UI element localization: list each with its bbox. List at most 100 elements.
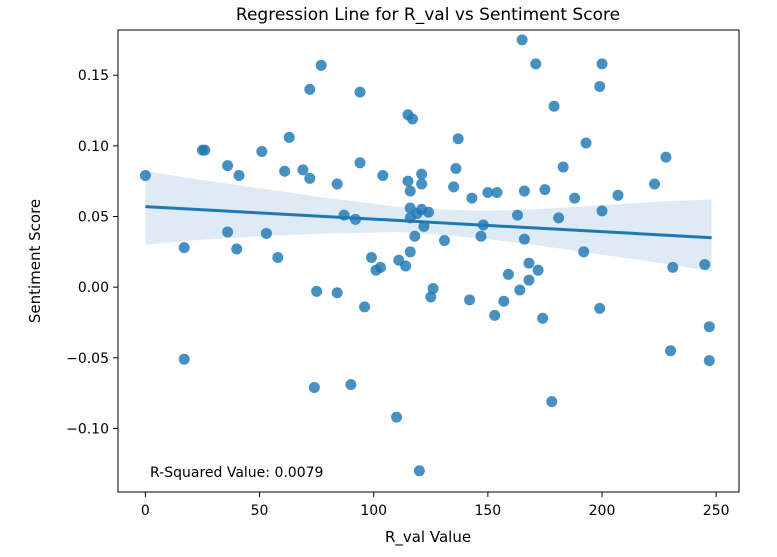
data-point	[578, 246, 590, 258]
data-point	[649, 178, 661, 190]
data-point	[703, 355, 715, 367]
data-point	[297, 164, 309, 176]
x-tick-label: 100	[360, 503, 387, 519]
data-point	[539, 184, 551, 196]
data-point	[331, 287, 343, 299]
data-point	[416, 168, 428, 180]
data-point	[222, 226, 234, 238]
x-axis-ticks: 0 50 100 150 200 250	[141, 492, 730, 519]
data-point	[409, 230, 421, 242]
data-point	[283, 131, 295, 143]
data-point	[404, 246, 416, 258]
data-point	[516, 34, 528, 46]
data-point	[489, 309, 501, 321]
scatter-points-layer	[139, 34, 715, 477]
y-axis-label: Sentiment Score	[26, 199, 44, 323]
data-point	[553, 212, 565, 224]
x-tick-label: 50	[251, 503, 269, 519]
data-point	[594, 302, 606, 314]
data-point	[518, 233, 530, 245]
data-point	[404, 185, 416, 197]
y-axis-ticks: −0.10 −0.05 0.00 0.05 0.10 0.15	[66, 68, 118, 437]
data-point	[308, 381, 320, 393]
data-point	[304, 172, 316, 184]
data-point	[331, 178, 343, 190]
data-point	[178, 242, 190, 254]
data-point	[537, 312, 549, 324]
data-point	[413, 465, 425, 477]
data-point	[532, 264, 544, 276]
data-point	[448, 181, 460, 193]
data-point	[402, 175, 414, 187]
data-point	[418, 220, 430, 232]
data-point	[548, 100, 560, 112]
data-point	[660, 151, 672, 163]
data-point	[512, 209, 524, 221]
data-point	[667, 261, 679, 273]
data-point	[580, 137, 592, 149]
y-tick-label: 0.10	[78, 139, 109, 155]
data-point	[438, 235, 450, 247]
chart-title: Regression Line for R_val vs Sentiment S…	[236, 5, 620, 25]
data-point	[391, 411, 403, 423]
data-point	[423, 206, 434, 218]
data-point	[498, 295, 510, 307]
data-point	[178, 353, 190, 365]
data-point	[315, 59, 327, 71]
data-point	[502, 268, 514, 280]
data-point	[279, 165, 291, 177]
data-point	[233, 170, 245, 182]
data-point	[523, 257, 535, 269]
data-point	[491, 186, 503, 198]
data-point	[596, 205, 608, 217]
data-point	[466, 192, 478, 204]
data-point	[557, 161, 569, 173]
data-point	[345, 379, 357, 391]
data-point	[222, 160, 234, 172]
data-point	[665, 345, 677, 357]
data-point	[416, 178, 428, 190]
data-point	[354, 86, 366, 98]
data-point	[354, 157, 366, 169]
x-tick-label: 0	[141, 503, 150, 519]
r-squared-annotation: R-Squared Value: 0.0079	[150, 465, 323, 481]
data-point	[569, 192, 581, 204]
data-point	[523, 274, 535, 286]
data-point	[518, 185, 530, 197]
data-point	[530, 58, 542, 70]
data-point	[365, 251, 377, 263]
x-tick-label: 200	[589, 503, 616, 519]
data-point	[427, 283, 439, 295]
data-point	[594, 81, 606, 93]
y-tick-label: 0.00	[78, 280, 109, 296]
data-point	[256, 146, 268, 157]
data-point	[450, 162, 462, 174]
data-point	[231, 243, 243, 255]
y-tick-label: −0.05	[66, 351, 109, 367]
data-point	[452, 133, 464, 145]
data-point	[304, 83, 316, 95]
data-point	[546, 396, 558, 408]
regression-line-layer	[145, 205, 712, 240]
data-point	[425, 291, 437, 303]
x-axis-label: R_val Value	[385, 528, 471, 547]
data-point	[612, 189, 624, 201]
data-point	[407, 113, 419, 125]
data-point	[377, 170, 389, 182]
regression-line	[145, 205, 712, 240]
data-point	[199, 144, 211, 156]
data-point	[272, 251, 284, 263]
data-point	[139, 170, 151, 182]
plot-frame	[117, 29, 740, 493]
data-point	[400, 260, 412, 272]
data-point	[596, 58, 608, 70]
data-point	[514, 284, 526, 296]
x-tick-label: 250	[703, 503, 730, 519]
x-tick-label: 150	[474, 503, 501, 519]
data-point	[260, 227, 272, 239]
data-point	[482, 186, 494, 198]
data-point	[311, 285, 323, 297]
y-tick-label: 0.15	[78, 68, 109, 84]
